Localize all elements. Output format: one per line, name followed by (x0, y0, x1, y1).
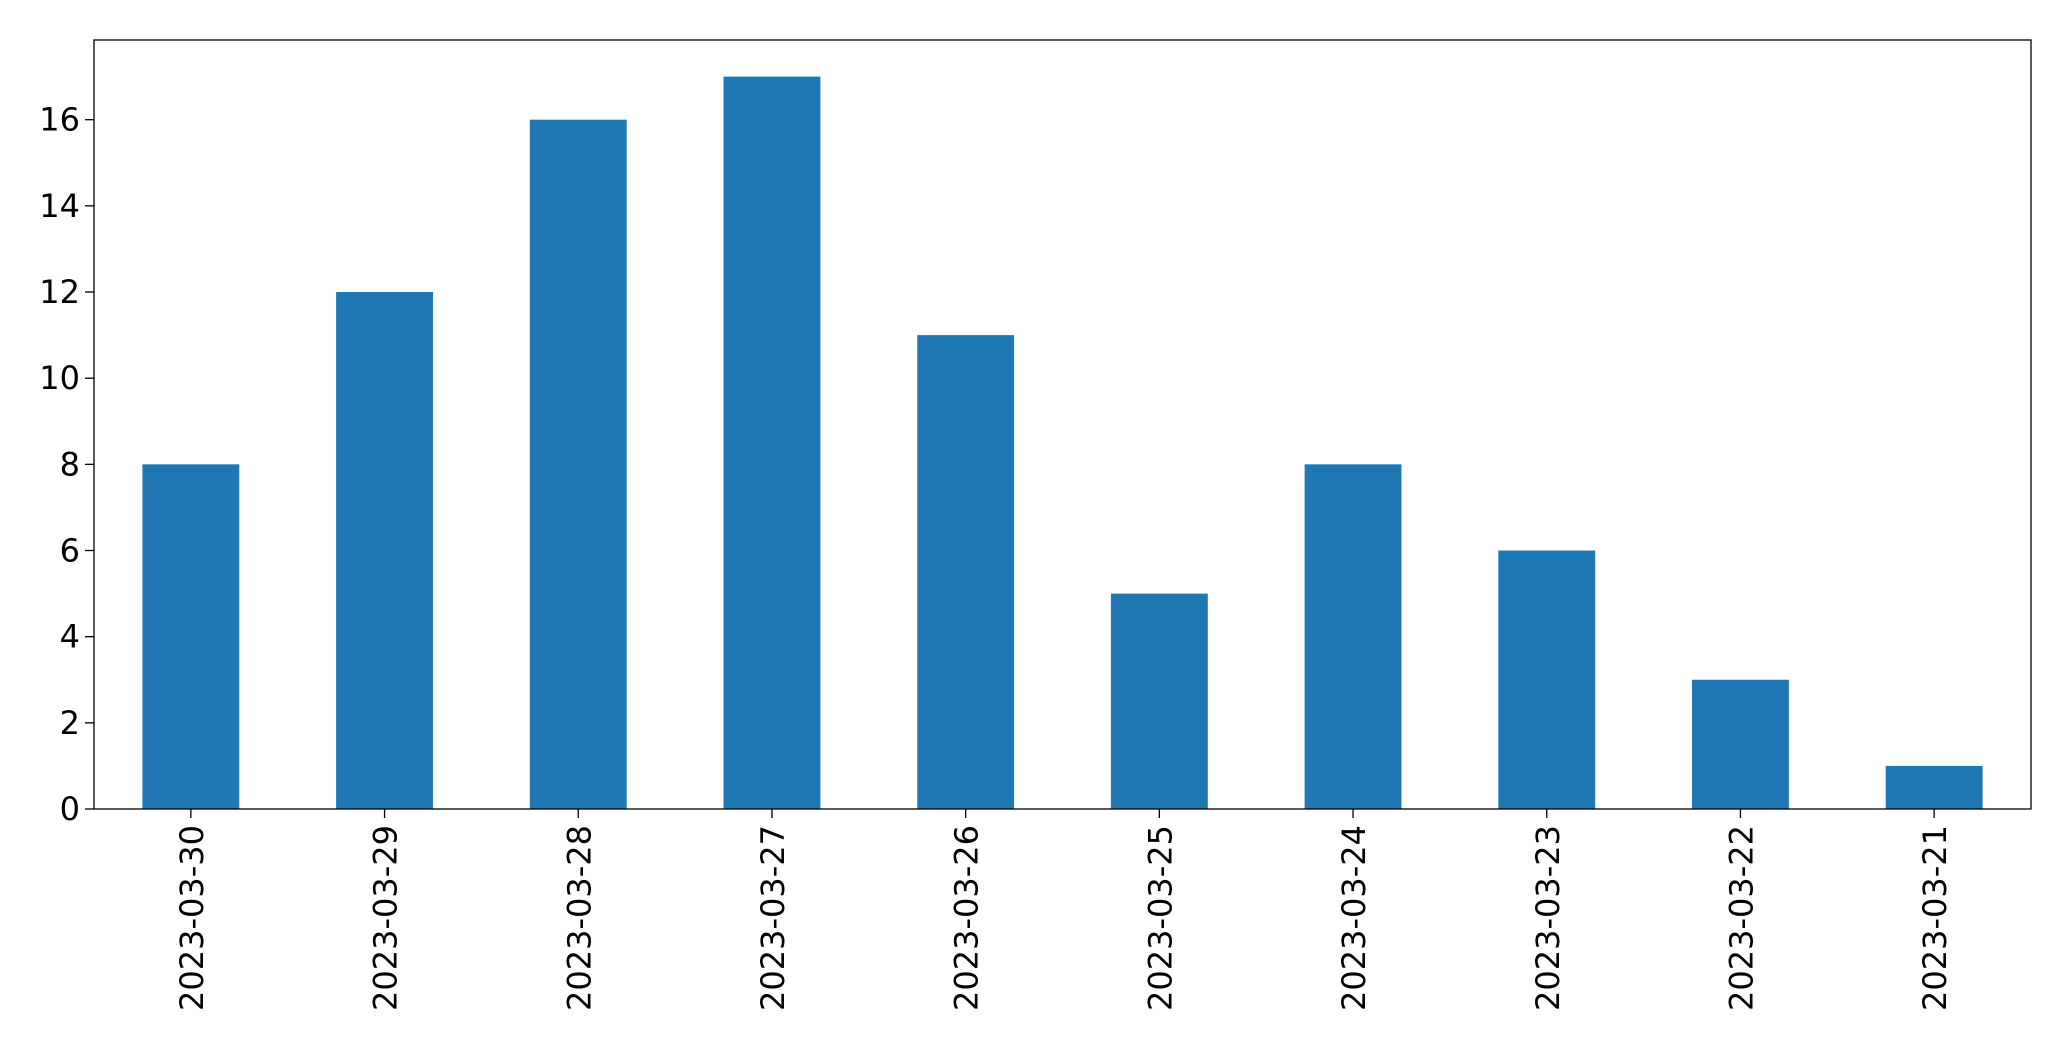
y-tick-label: 6 (60, 532, 80, 570)
x-tick-label: 2023-03-24 (1335, 825, 1373, 1011)
bar (1885, 765, 1983, 809)
bar (1498, 550, 1596, 809)
bar (1692, 679, 1789, 809)
x-tick-label: 2023-03-22 (1722, 825, 1760, 1011)
bar (529, 119, 627, 810)
y-tick-label: 14 (39, 187, 80, 225)
bar (917, 335, 1015, 809)
bar (1110, 593, 1208, 809)
bar (336, 292, 433, 809)
y-tick-label: 16 (39, 101, 80, 139)
plot-frame (93, 39, 2032, 810)
y-tick-label: 10 (39, 359, 80, 397)
bar (1304, 464, 1402, 809)
x-tick-label: 2023-03-25 (1141, 825, 1179, 1011)
y-tick-label: 4 (60, 618, 80, 656)
bar (142, 464, 240, 809)
x-tick-label: 2023-03-23 (1529, 825, 1567, 1011)
y-tick-label: 0 (60, 790, 80, 828)
x-tick-label: 2023-03-28 (560, 825, 598, 1011)
x-tick-label: 2023-03-27 (754, 825, 792, 1011)
x-tick-label: 2023-03-29 (367, 825, 405, 1011)
y-tick-label: 8 (60, 445, 80, 483)
x-tick-label: 2023-03-26 (948, 825, 986, 1011)
y-tick-label: 2 (60, 704, 80, 742)
x-tick-label: 2023-03-21 (1916, 825, 1954, 1011)
x-tick-label: 2023-03-30 (173, 825, 211, 1011)
y-tick-label: 12 (39, 273, 80, 311)
bar (723, 76, 821, 810)
